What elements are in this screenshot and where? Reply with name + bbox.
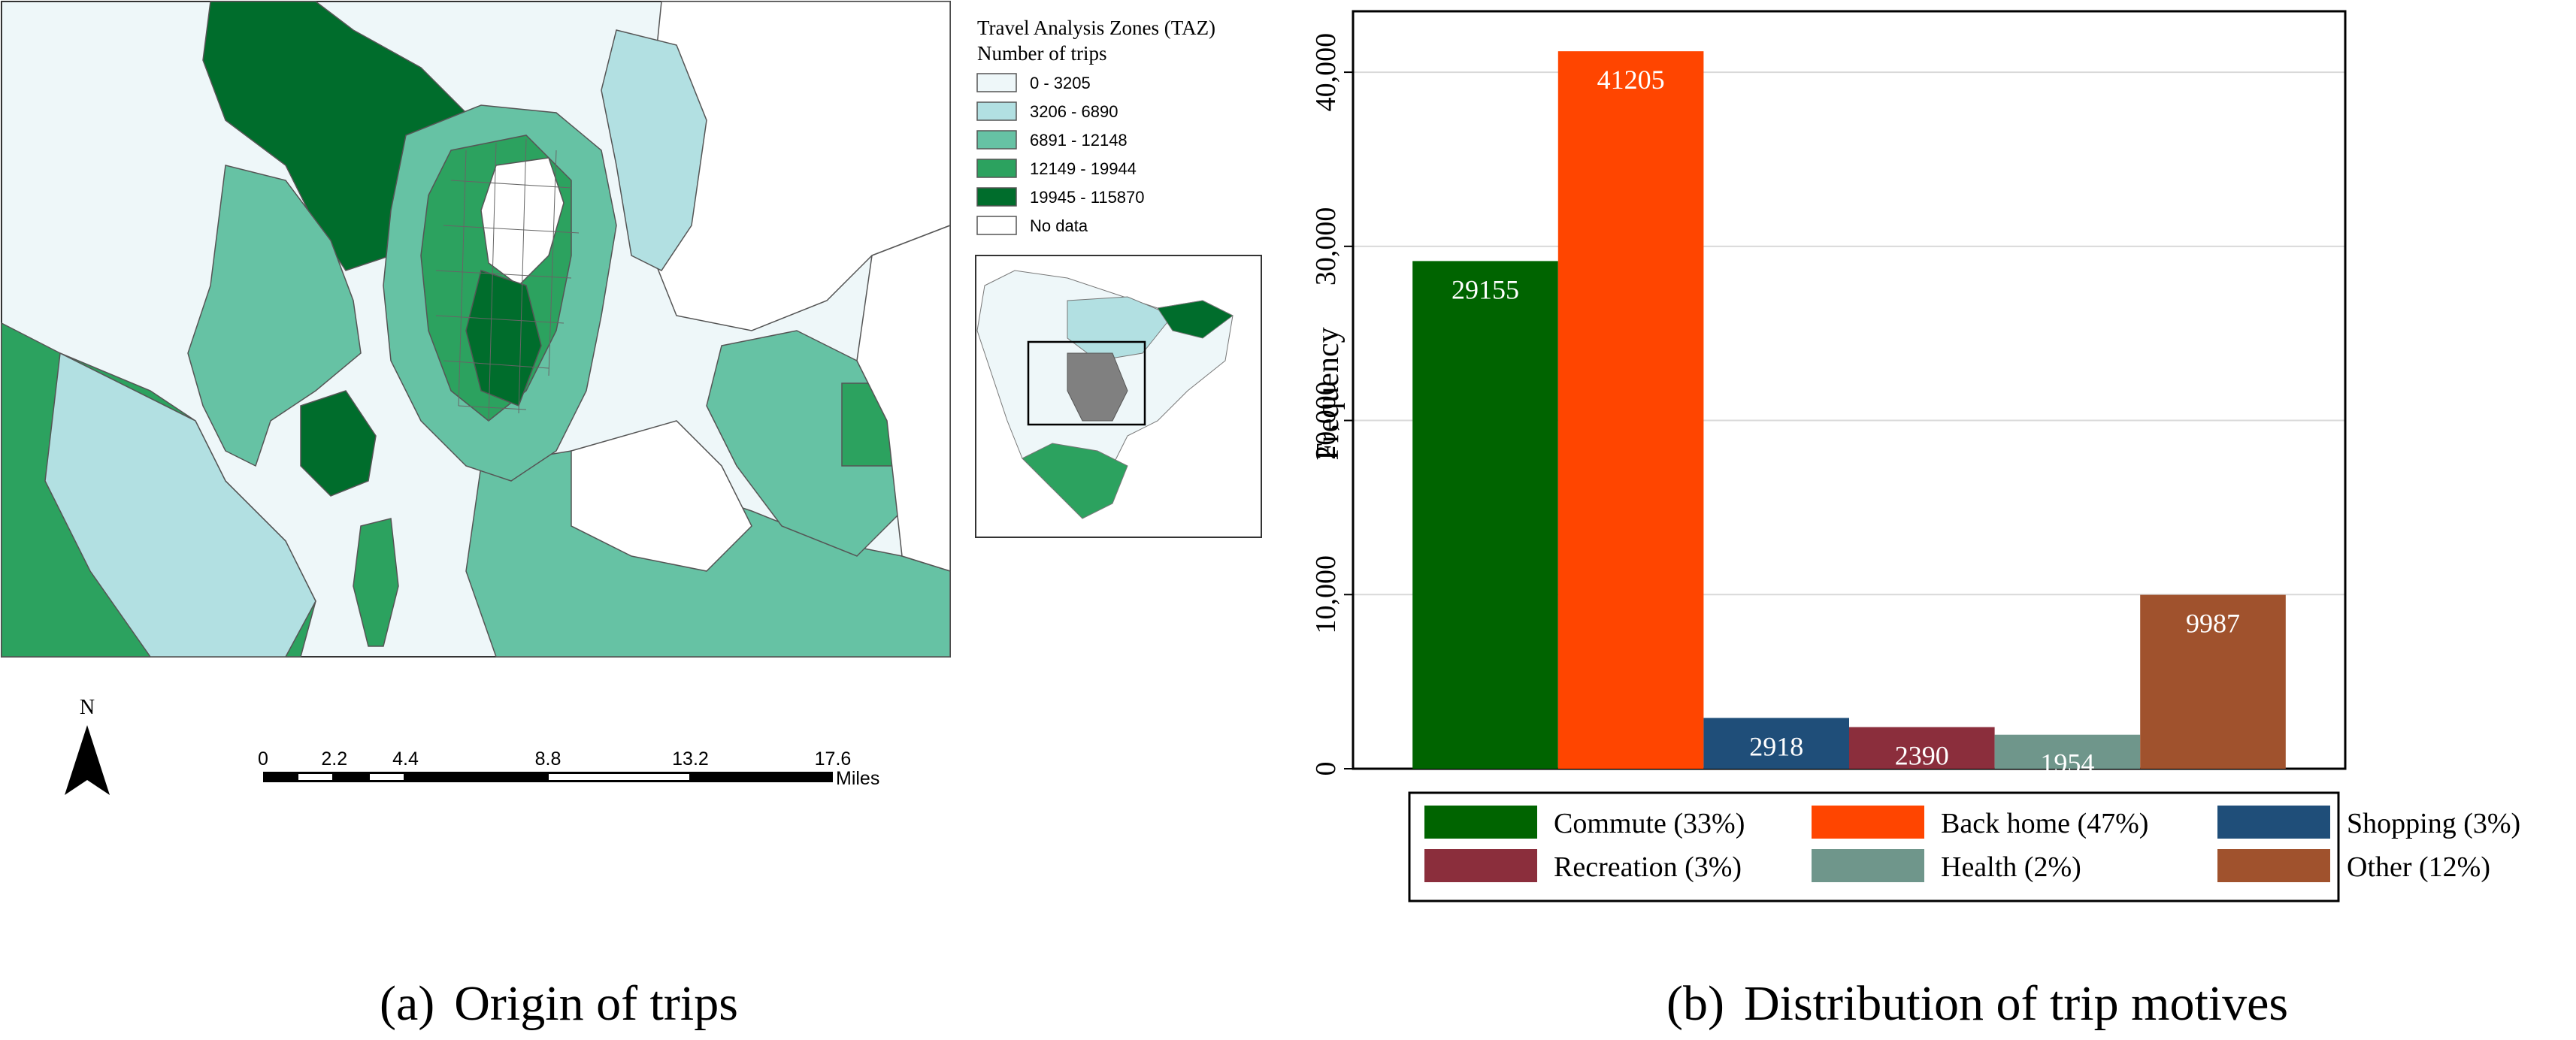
bar-value-label-5: 9987 [2186, 609, 2240, 639]
bar-recreation [1849, 727, 1995, 769]
legend-swatch-back-home [1812, 806, 1924, 839]
scale-tick-0: 0 [258, 748, 268, 769]
legend-label-2: Shopping (3%) [2347, 808, 2520, 839]
scale-tick-3: 8.8 [535, 748, 562, 769]
bar-value-labels: 29155 41205 2918 2390 1954 9987 [1451, 65, 2240, 778]
y-tick-label-2: 20,000 [1310, 381, 1342, 460]
scale-tick-4: 13.2 [672, 748, 709, 769]
legend-label-3: Recreation (3%) [1554, 851, 1742, 883]
y-tick-label-4: 40,000 [1310, 33, 1342, 112]
north-arrow: N [65, 696, 110, 795]
legend-swatch-2 [976, 130, 1017, 150]
trip-motives-chart: 0 10,000 20,000 30,000 40,000 Frequency 2915… [1310, 10, 2520, 902]
legend-swatch-other [2217, 849, 2330, 882]
caption-a-label: (a) [380, 976, 435, 1031]
zone-west-mid [187, 165, 362, 467]
caption-b-text: Distribution of trip motives [1743, 976, 2289, 1031]
bar-value-label-4: 1954 [2040, 748, 2094, 778]
scale-tick-1: 2.2 [321, 748, 347, 769]
inset-map [975, 255, 1262, 538]
zone-northeast-light [601, 29, 707, 271]
legend-swatch-shopping [2217, 806, 2330, 839]
legend-swatch-recreation [1424, 849, 1537, 882]
legend-class-label-4: 19945 - 115870 [1030, 188, 1145, 207]
caption-a: (a) Origin of trips [380, 975, 738, 1032]
y-tick-label-0: 0 [1310, 762, 1342, 776]
legend-title: Travel Analysis Zones (TAZ) [977, 17, 1215, 39]
zone-south-strip [353, 518, 399, 647]
bar-value-label-1: 41205 [1597, 65, 1665, 95]
bar-value-label-0: 29155 [1451, 274, 1519, 304]
zone-southwest-dark [300, 390, 377, 497]
bar-health [1994, 734, 2141, 769]
chart-legend: Commute (33%) Back home (47%) Shopping (3%… [1408, 791, 2520, 902]
map-legend: Travel Analysis Zones (TAZ) Number of tr… [976, 17, 1215, 235]
scale-tick-5: 17.6 [815, 748, 852, 769]
legend-swatch-5 [976, 216, 1017, 235]
inset-extent-box [1027, 340, 1146, 426]
bar-commute [1412, 261, 1558, 769]
legend-swatch-1 [976, 101, 1017, 121]
north-label: N [80, 696, 95, 719]
bar-back-home [1557, 51, 1704, 769]
legend-swatch-3 [976, 159, 1017, 178]
legend-label-0: Commute (33%) [1554, 808, 1745, 839]
legend-swatch-4 [976, 187, 1017, 207]
caption-b-label: (b) [1666, 976, 1724, 1031]
legend-swatch-health [1812, 849, 1924, 882]
zone-far-east [856, 224, 951, 573]
bars [1412, 51, 2286, 769]
north-arrow-icon [65, 725, 110, 795]
panel-origin-of-trips: Travel Analysis Zones (TAZ) Number of tr… [0, 0, 1278, 1036]
y-axis-label: Frequency [1311, 327, 1346, 460]
legend-label-1: Back home (47%) [1941, 808, 2148, 839]
legend-class-label-3: 12149 - 19944 [1030, 159, 1137, 178]
legend-swatch-0 [976, 73, 1017, 92]
panel-trip-motives: 0 10,000 20,000 30,000 40,000 Frequency 2915… [1278, 0, 2576, 1036]
legend-class-label-0: 0 - 3205 [1030, 74, 1091, 92]
bar-shopping [1703, 718, 1849, 769]
legend-label-5: Other (12%) [2347, 851, 2490, 883]
taz-map: Travel Analysis Zones (TAZ) Number of tr… [1, 1, 1262, 795]
map-area [1, 1, 951, 658]
zone-south-light [571, 420, 752, 572]
scale-tick-2: 4.4 [392, 748, 419, 769]
caption-b: (b) Distribution of trip motives [1666, 975, 2288, 1032]
legend-subtitle: Number of trips [977, 42, 1106, 65]
legend-class-label-2: 6891 - 12148 [1030, 131, 1128, 150]
bar-other [2140, 594, 2286, 769]
legend-class-label-5: No data [1030, 216, 1088, 235]
bar-value-label-2: 2918 [1749, 731, 1803, 761]
scale-unit: Miles [836, 768, 879, 789]
y-tick-label-1: 10,000 [1310, 555, 1342, 634]
y-tick-label-3: 30,000 [1310, 207, 1342, 286]
bar-value-label-3: 2390 [1895, 741, 1949, 771]
caption-a-text: Origin of trips [454, 976, 738, 1031]
y-axis-ticks: 0 10,000 20,000 30,000 40,000 [1310, 33, 1353, 776]
legend-class-label-1: 3206 - 6890 [1030, 102, 1118, 121]
legend-label-4: Health (2%) [1941, 851, 2081, 883]
urban-center-nodata [480, 157, 565, 286]
legend-swatch-commute [1424, 806, 1537, 839]
zone-southwest-light [44, 352, 316, 658]
scale-bar: 0 2.2 4.4 8.8 13.2 17.6 Miles [258, 748, 879, 789]
